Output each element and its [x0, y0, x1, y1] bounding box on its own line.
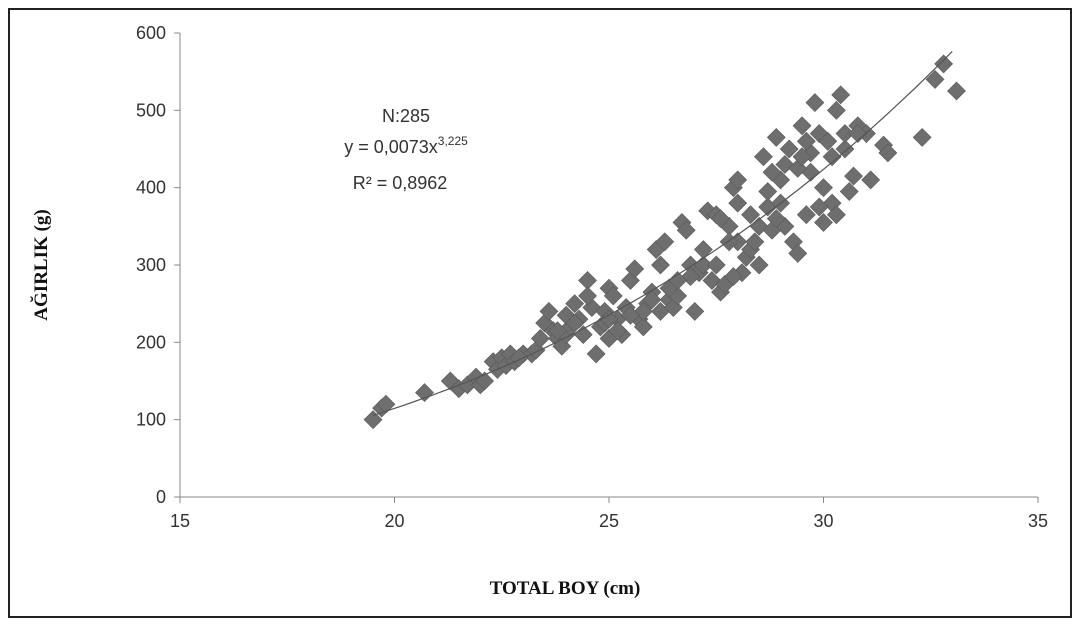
data-point [633, 317, 653, 337]
data-point [848, 124, 868, 143]
data-point [844, 166, 863, 186]
data-point [530, 329, 550, 348]
annotation-equation: y = 0,0073x3,225 [344, 134, 468, 157]
y-axis-title: AĞIRLIK (g) [30, 209, 52, 320]
data-point [809, 197, 829, 217]
data-point [621, 305, 640, 325]
data-point [835, 124, 855, 143]
data-point [947, 81, 966, 101]
data-point [565, 313, 585, 333]
data-point [603, 286, 623, 306]
data-point [745, 232, 765, 252]
data-point [758, 182, 778, 201]
data-point [792, 116, 812, 136]
y-tick-label: 500 [136, 100, 166, 120]
data-point [754, 147, 773, 167]
y-tick-label: 400 [136, 178, 166, 198]
axes [174, 32, 1039, 503]
data-point [826, 100, 846, 120]
data-point [706, 255, 726, 275]
data-point [796, 205, 816, 225]
data-point [728, 193, 748, 213]
data-point [651, 255, 670, 275]
y-tick-label: 200 [136, 332, 166, 352]
data-point [749, 255, 769, 275]
data-point [818, 131, 838, 151]
data-point [788, 243, 808, 263]
equation-exponent: 3,225 [438, 134, 468, 148]
data-point [878, 143, 898, 163]
data-point [668, 271, 688, 290]
y-tick-label: 300 [136, 255, 166, 275]
data-point [762, 162, 782, 182]
annotation-n: N:285 [382, 106, 430, 126]
data-point [565, 294, 585, 314]
data-point [625, 259, 645, 279]
y-tick-label: 600 [136, 23, 166, 43]
data-point [642, 290, 662, 310]
x-tick-label: 35 [1028, 511, 1048, 531]
data-point [685, 301, 705, 321]
data-point [693, 240, 713, 259]
trendline [372, 50, 953, 416]
data-point [766, 209, 786, 229]
data-point [363, 410, 383, 430]
annotation-r2: R² = 0,8962 [353, 173, 448, 193]
data-point [376, 394, 396, 414]
data-point [599, 309, 619, 329]
equation-base: y = 0,0073x [344, 137, 438, 157]
data-point [925, 69, 945, 89]
data-point [415, 383, 434, 403]
data-point [539, 301, 559, 321]
x-tick-label: 30 [813, 511, 833, 531]
data-point [578, 286, 597, 306]
data-point [676, 220, 696, 240]
data-point [861, 170, 881, 190]
x-axis-title: TOTAL BOY (cm) [490, 578, 641, 599]
data-point [779, 139, 799, 159]
data-point [826, 205, 846, 225]
x-tick-label: 25 [599, 511, 619, 531]
data-point [723, 267, 743, 287]
data-point [814, 213, 833, 232]
data-point [831, 85, 851, 105]
data-points [363, 54, 966, 430]
data-point [655, 232, 675, 252]
chart-frame [8, 8, 1072, 618]
data-point [822, 147, 842, 167]
tick-labels: 0 100 200 300 400 500 600 15 20 25 30 35 [136, 23, 1048, 531]
data-point [792, 147, 812, 167]
x-tick-label: 20 [384, 511, 404, 531]
data-point [586, 344, 606, 364]
data-point [839, 182, 859, 201]
data-point [805, 93, 825, 113]
data-point [814, 178, 833, 198]
data-point [741, 205, 760, 225]
x-tick-label: 15 [170, 511, 190, 531]
data-point [912, 127, 932, 147]
data-point [934, 54, 954, 74]
data-point [728, 170, 748, 190]
data-point [766, 127, 786, 147]
data-point [509, 348, 529, 368]
data-point [548, 321, 567, 341]
y-tick-label: 0 [156, 487, 166, 507]
data-point [711, 209, 730, 229]
y-tick-label: 100 [136, 410, 166, 430]
data-point [608, 321, 628, 341]
data-point [796, 131, 816, 151]
